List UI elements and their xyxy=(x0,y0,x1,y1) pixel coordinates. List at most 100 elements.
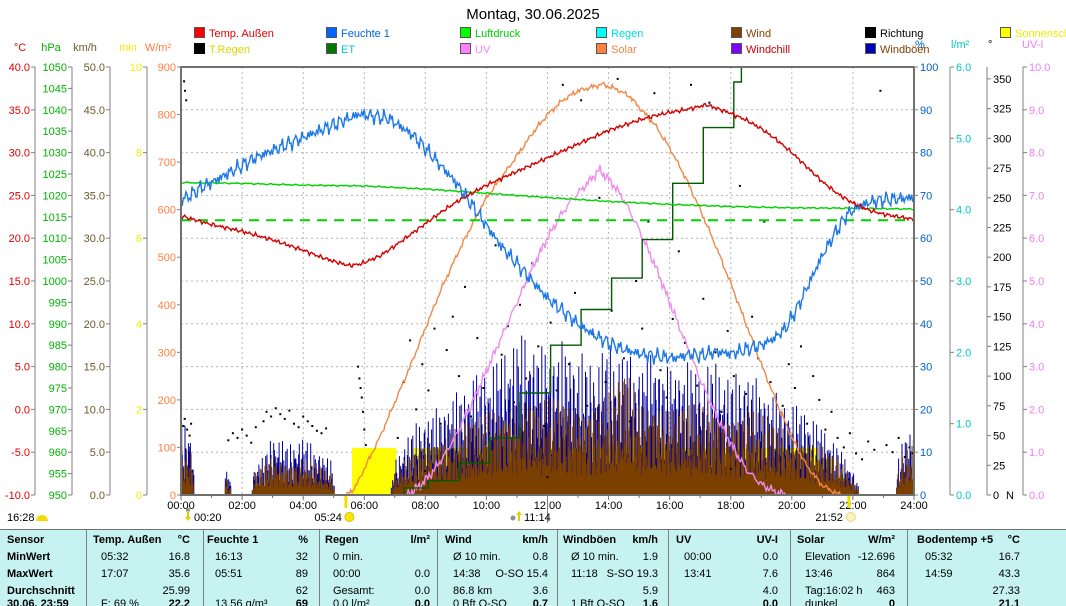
svg-text:06:00: 06:00 xyxy=(351,500,379,512)
svg-text:1025: 1025 xyxy=(43,169,67,181)
legend-item-feuchte-1: Feuchte 1 xyxy=(326,27,390,40)
statistics-table: Sensor MinWert MaxWert Durchschnitt 30.06. 2… xyxy=(0,529,1066,606)
svg-text:960: 960 xyxy=(49,447,67,459)
axis-kmh: km/h 50.0 45.0 40.0 35.0 30.0 25.0 20.0 15.0 10.0… xyxy=(73,42,111,502)
stat-cell-value: 22.2 xyxy=(168,598,190,606)
svg-text:6: 6 xyxy=(136,233,142,245)
svg-text:20: 20 xyxy=(920,404,932,416)
svg-text:25: 25 xyxy=(993,460,1005,472)
svg-text:5.0: 5.0 xyxy=(1029,276,1044,288)
svg-text:45.0: 45.0 xyxy=(84,105,105,117)
svg-text:1015: 1015 xyxy=(43,212,67,224)
svg-text:970: 970 xyxy=(49,404,67,416)
legend-label: Temp. Außen xyxy=(209,28,274,40)
table-separator xyxy=(790,530,791,606)
legend-color-icon xyxy=(460,43,471,54)
svg-text:955: 955 xyxy=(49,469,67,481)
stat-cell-value: 4.0 xyxy=(762,585,778,597)
legend-color-icon xyxy=(731,27,742,38)
stat-cell-value: 32 xyxy=(295,551,308,563)
stat-cell-value: 3.6 xyxy=(532,585,548,597)
stat-cell-value: O-SO 15.4 xyxy=(495,568,548,580)
svg-text:600: 600 xyxy=(158,205,176,217)
svg-text:4.0: 4.0 xyxy=(956,205,971,217)
legend-label: Luftdruck xyxy=(475,28,521,40)
legend-label: ET xyxy=(341,44,356,56)
legend-label: Solar xyxy=(611,44,637,56)
stat-cell-value: S-SO 19.3 xyxy=(606,568,658,580)
stat-cell-left: 14:38 xyxy=(453,568,481,580)
table-separator xyxy=(907,530,908,606)
svg-text:30.0: 30.0 xyxy=(84,233,105,245)
svg-text:11:14: 11:14 xyxy=(524,512,551,524)
column-header: Windböen xyxy=(563,534,617,546)
row-label: Sensor xyxy=(7,534,45,546)
legend-color-icon xyxy=(460,27,471,38)
axis-C: °C 40.0 35.0 30.0 25.0 20.0 15.0 10.0 5.0 0.0 -5.0… xyxy=(5,42,36,502)
svg-text:75: 75 xyxy=(993,401,1005,413)
legend-item-richtung: Richtung xyxy=(865,27,923,40)
legend-label: T.Regen xyxy=(209,44,250,56)
svg-text:985: 985 xyxy=(49,340,67,352)
svg-text:350: 350 xyxy=(993,74,1011,86)
legend-label: Wind xyxy=(746,28,772,40)
svg-text:0: 0 xyxy=(920,490,926,502)
legend-item-regen: Regen xyxy=(596,27,643,40)
stat-cell-value: 7.6 xyxy=(762,568,778,580)
svg-text:°: ° xyxy=(988,39,992,51)
moonset-arrow-marker: 00:20 xyxy=(185,508,222,524)
legend-item-wind: Wind xyxy=(731,27,772,40)
stat-cell-value: 0.7 xyxy=(532,598,548,606)
legend-label: Sonnenschein xyxy=(1015,28,1066,40)
stat-cell-left: 86.8 km xyxy=(453,585,493,597)
stat-cell-value: 16.8 xyxy=(168,551,190,563)
svg-text:150: 150 xyxy=(993,312,1011,324)
svg-text:10: 10 xyxy=(130,62,142,74)
svg-text:50: 50 xyxy=(920,276,932,288)
column-header: Wind xyxy=(445,534,472,546)
svg-text:%: % xyxy=(915,39,925,51)
row-label: MaxWert xyxy=(7,568,53,580)
table-separator xyxy=(319,530,320,606)
svg-text:300: 300 xyxy=(158,347,176,359)
svg-text:9.0: 9.0 xyxy=(1029,105,1044,117)
svg-text:02:00: 02:00 xyxy=(228,500,256,512)
stat-cell-value: 21.1 xyxy=(998,598,1020,606)
legend-item-et: ET xyxy=(326,43,356,56)
svg-text:20:00: 20:00 xyxy=(778,500,806,512)
stat-cell-value: -12.696 xyxy=(857,551,895,563)
svg-text:60: 60 xyxy=(920,233,932,245)
svg-text:2.0: 2.0 xyxy=(1029,404,1044,416)
svg-text:5.0: 5.0 xyxy=(90,447,105,459)
series-uv xyxy=(406,164,786,495)
series-feuchte1 xyxy=(181,108,914,365)
stat-cell-left: 05:32 xyxy=(101,551,129,563)
svg-text:400: 400 xyxy=(158,300,176,312)
svg-text:500: 500 xyxy=(158,252,176,264)
legend-item-windchill: Windchill xyxy=(731,43,791,56)
series-temp-aussen xyxy=(181,102,914,269)
svg-text:0.0: 0.0 xyxy=(90,490,105,502)
svg-text:UV-I: UV-I xyxy=(1022,39,1043,51)
table-separator xyxy=(668,530,669,606)
legend-color-icon xyxy=(596,27,607,38)
series-solar xyxy=(345,81,843,495)
series-luftdruck xyxy=(181,181,914,211)
svg-text:100: 100 xyxy=(158,442,176,454)
stat-cell-left: F: 69 % xyxy=(101,598,139,606)
svg-text:3.0: 3.0 xyxy=(956,276,971,288)
svg-text:700: 700 xyxy=(158,157,176,169)
stat-cell-left: 0 Bft O-SO xyxy=(453,598,507,606)
svg-text:km/h: km/h xyxy=(73,42,97,54)
stat-cell-left: 05:51 xyxy=(215,568,243,580)
svg-text:990: 990 xyxy=(49,319,67,331)
legend-label: Windchill xyxy=(746,44,791,56)
stat-cell-value: 463 xyxy=(876,585,895,597)
stat-cell-value: 5.9 xyxy=(642,585,658,597)
stat-cell-value: 0.0 xyxy=(762,551,778,563)
svg-text:50: 50 xyxy=(993,431,1005,443)
legend-color-icon xyxy=(326,27,337,38)
svg-text:2: 2 xyxy=(136,404,142,416)
axis-UV-I: UV-I 10.0 9.0 8.0 7.0 6.0 5.0 4.0 3.0 2.0 1.0 0.0 xyxy=(1022,39,1050,502)
